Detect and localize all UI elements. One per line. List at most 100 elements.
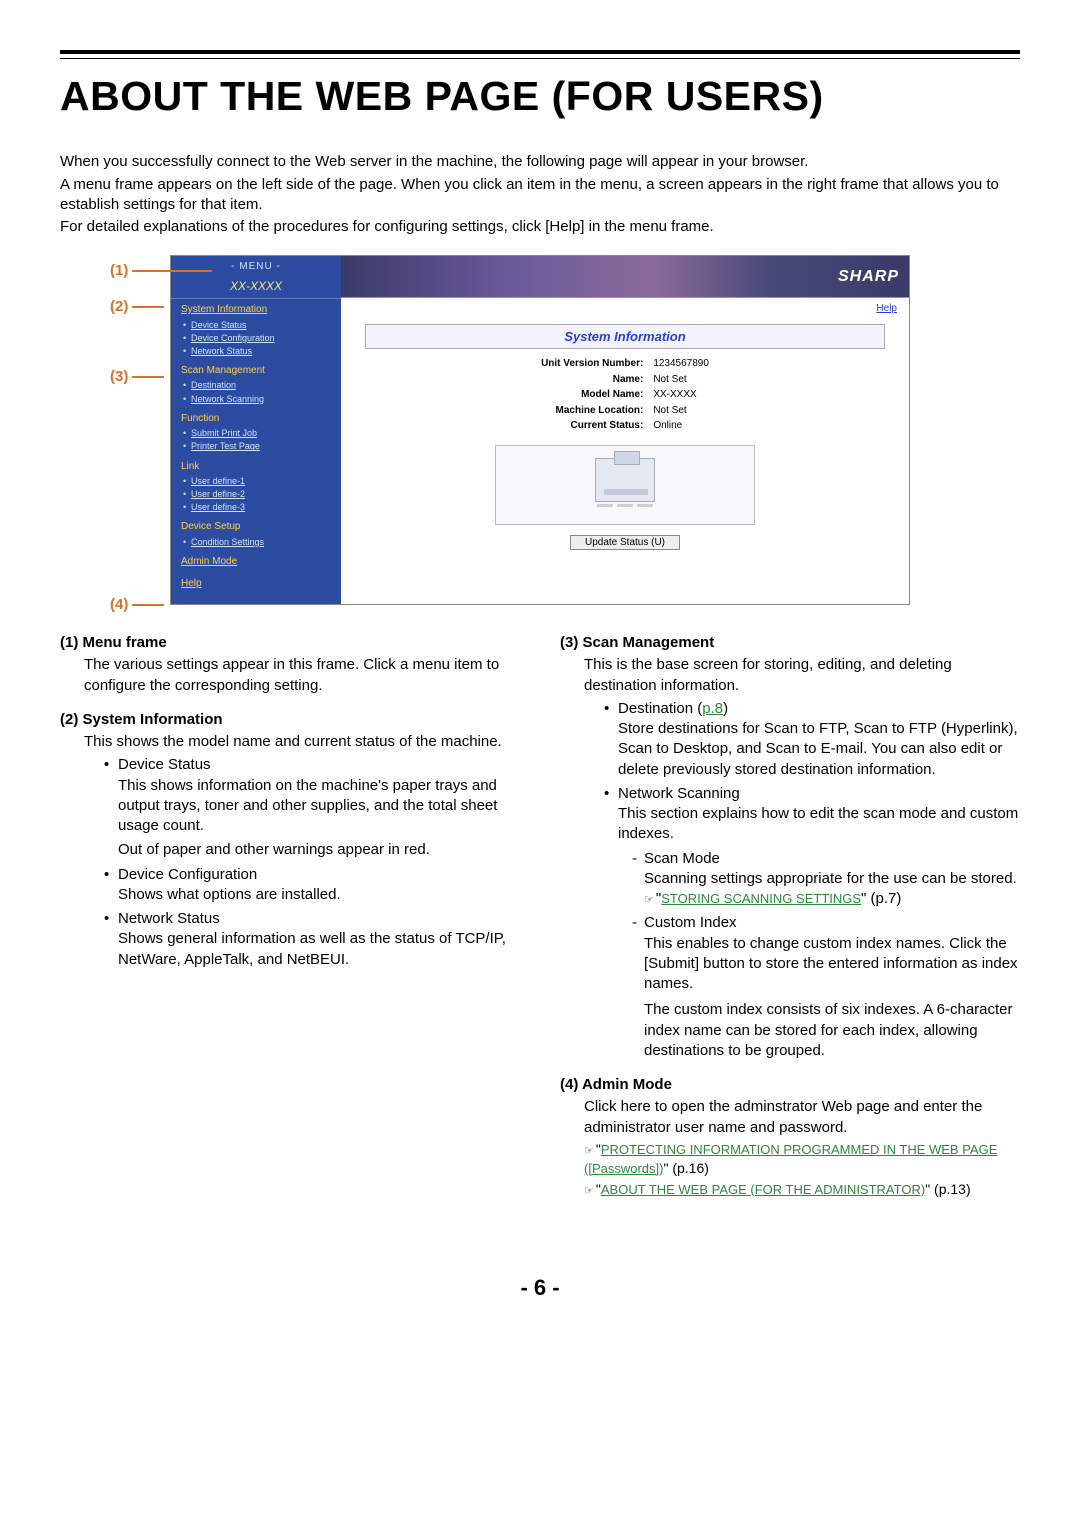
intro-line-3: For detailed explanations of the procedu… <box>60 217 1020 237</box>
ref-protecting-page: " (p.16) <box>663 1160 708 1176</box>
sysinfo-val: Not Set <box>649 404 713 418</box>
callout-4-line <box>132 604 164 606</box>
dash-custom-index-title: Custom Index <box>632 913 1020 933</box>
content-frame: SHARP Help System Information Unit Versi… <box>341 256 909 604</box>
li-network-scanning: Network Scanning <box>618 785 740 802</box>
li-destination-b: ) <box>723 700 728 717</box>
dash-custom-index-d1: This enables to change custom index name… <box>632 934 1020 995</box>
sect-1: (1) Menu frame The various settings appe… <box>60 633 520 696</box>
hand-icon: ☞ <box>584 1145 594 1157</box>
sect-2-list: Device Status This shows information on … <box>84 755 520 970</box>
menu-cat-device-setup-label: Device Setup <box>181 520 333 534</box>
header-rule <box>60 50 1020 59</box>
sysinfo-val: Not Set <box>649 373 713 387</box>
sect-4-desc: Click here to open the adminstrator Web … <box>584 1097 1020 1138</box>
sect-4: (4) Admin Mode Click here to open the ad… <box>560 1075 1020 1198</box>
menu-cat-help: Help <box>171 573 341 595</box>
sysinfo-table: Unit Version Number:1234567890 Name:Not … <box>535 355 715 435</box>
list-item: Device Status This shows information on … <box>104 755 520 860</box>
li-network-status: Network Status <box>118 910 220 927</box>
callout-3: (3) <box>110 367 164 387</box>
help-link[interactable]: Help <box>876 303 897 314</box>
sharp-logo: SHARP <box>838 266 899 288</box>
callout-2: (2) <box>110 297 164 317</box>
ref-storing: ☞"STORING SCANNING SETTINGS" (p.7) <box>632 889 1020 909</box>
menu-item-test-page[interactable]: Printer Test Page <box>181 440 333 452</box>
sysinfo-val: Online <box>649 419 713 433</box>
printer-icon <box>595 458 655 502</box>
callout-1-line <box>132 270 212 272</box>
li-network-scanning-desc: This section explains how to edit the sc… <box>618 804 1020 845</box>
help-row: Help <box>341 298 909 320</box>
sysinfo-key: Machine Location: <box>537 404 647 418</box>
sect-2-body: This shows the model name and current st… <box>60 732 520 970</box>
menu-item-device-status[interactable]: Device Status <box>181 319 333 331</box>
sect-2-desc: This shows the model name and current st… <box>84 732 520 752</box>
intro-line-1: When you successfully connect to the Web… <box>60 152 1020 172</box>
banner: SHARP <box>341 256 909 298</box>
dash-scan-mode-desc: Scanning settings appropriate for the us… <box>632 869 1020 889</box>
printer-feet <box>595 504 655 507</box>
callout-2-label: (2) <box>110 297 128 317</box>
menu-cat-link-label: Link <box>181 460 333 474</box>
callout-4-label: (4) <box>110 595 128 615</box>
callout-3-label: (3) <box>110 367 128 387</box>
sect-2: (2) System Information This shows the mo… <box>60 710 520 970</box>
hand-icon: ☞ <box>644 894 654 906</box>
menu-item-network-status[interactable]: Network Status <box>181 345 333 357</box>
intro-line-2: A menu frame appears on the left side of… <box>60 175 1020 216</box>
figure-wrap: (1) (2) (3) (4) - MENU - XX-XXXX System … <box>170 255 910 605</box>
sect-4-title: (4) Admin Mode <box>560 1075 1020 1095</box>
menu-item-condition[interactable]: Condition Settings <box>181 536 333 548</box>
sysinfo-val: XX-XXXX <box>649 388 713 402</box>
menu-item-ud3[interactable]: User define-3 <box>181 501 333 513</box>
callout-1: (1) <box>110 261 212 281</box>
table-row: Machine Location:Not Set <box>537 404 713 418</box>
callout-2-line <box>132 306 164 308</box>
ref-storing-page: " (p.7) <box>861 890 901 907</box>
link-storing-scanning[interactable]: STORING SCANNING SETTINGS <box>661 891 861 906</box>
menu-item-network-scanning[interactable]: Network Scanning <box>181 393 333 405</box>
intro-block: When you successfully connect to the Web… <box>60 152 1020 237</box>
dash-scan-mode-title: Scan Mode <box>632 849 1020 869</box>
menu-cat-function-label: Function <box>181 412 333 426</box>
table-row: Current Status:Online <box>537 419 713 433</box>
li-device-config-desc: Shows what options are installed. <box>118 885 520 905</box>
table-row: Model Name:XX-XXXX <box>537 388 713 402</box>
sect-3: (3) Scan Management This is the base scr… <box>560 633 1020 1061</box>
menu-cat-device-setup: Device Setup Condition Settings <box>171 516 341 551</box>
ref-admin-page-page: " (p.13) <box>925 1181 970 1197</box>
sysinfo-key: Model Name: <box>537 388 647 402</box>
ref-protecting: ☞"PROTECTING INFORMATION PROGRAMMED IN T… <box>584 1140 1020 1178</box>
menu-item-destination[interactable]: Destination <box>181 379 333 391</box>
link-passwords[interactable]: PROTECTING INFORMATION PROGRAMMED IN THE… <box>584 1142 997 1176</box>
link-admin-page[interactable]: ABOUT THE WEB PAGE (FOR THE ADMINISTRATO… <box>601 1182 925 1197</box>
dash-custom-index: Custom Index This enables to change cust… <box>618 913 1020 1061</box>
menu-cat-link: Link User define-1 User define-2 User de… <box>171 456 341 517</box>
sysinfo-val: 1234567890 <box>649 357 713 371</box>
webpage-figure: - MENU - XX-XXXX System Information Devi… <box>170 255 910 605</box>
menu-cat-sysinfo-label[interactable]: System Information <box>181 303 333 317</box>
sect-3-title: (3) Scan Management <box>560 633 1020 653</box>
menu-cat-admin: Admin Mode <box>171 551 341 573</box>
li-destination-desc: Store destinations for Scan to FTP, Scan… <box>618 719 1020 780</box>
sect-3-list: Destination (p.8) Store destinations for… <box>584 699 1020 1061</box>
dash-scan-mode: Scan Mode Scanning settings appropriate … <box>618 849 1020 910</box>
menu-admin-mode[interactable]: Admin Mode <box>181 555 333 569</box>
ref-admin-page: ☞"ABOUT THE WEB PAGE (FOR THE ADMINISTRA… <box>584 1180 1020 1199</box>
sysinfo-title: System Information <box>365 324 885 350</box>
sect-1-title: (1) Menu frame <box>60 633 520 653</box>
update-status-button[interactable]: Update Status (U) <box>570 535 680 550</box>
menu-item-device-config[interactable]: Device Configuration <box>181 332 333 344</box>
li-network-status-desc: Shows general information as well as the… <box>118 929 520 970</box>
menu-item-submit-print[interactable]: Submit Print Job <box>181 427 333 439</box>
link-p8[interactable]: p.8 <box>702 700 723 717</box>
page-title: ABOUT THE WEB PAGE (FOR USERS) <box>60 69 1020 124</box>
sect-3-desc: This is the base screen for storing, edi… <box>584 655 1020 696</box>
menu-item-ud1[interactable]: User define-1 <box>181 475 333 487</box>
menu-cat-scan-label: Scan Management <box>181 364 333 378</box>
two-columns: (1) Menu frame The various settings appe… <box>60 633 1020 1212</box>
menu-item-ud2[interactable]: User define-2 <box>181 488 333 500</box>
menu-help[interactable]: Help <box>181 577 333 591</box>
li-device-status-desc2: Out of paper and other warnings appear i… <box>118 840 520 860</box>
